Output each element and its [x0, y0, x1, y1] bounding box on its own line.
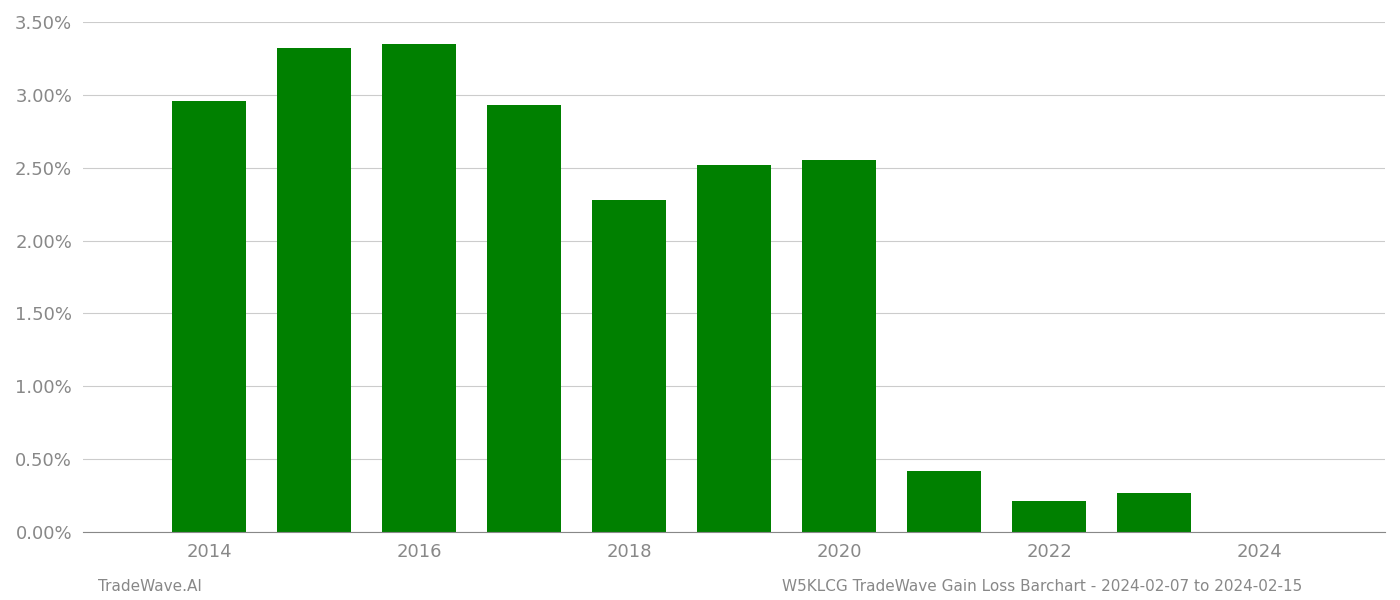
Bar	[907, 471, 981, 532]
Bar	[382, 44, 456, 532]
Bar	[697, 165, 771, 532]
Bar	[802, 160, 876, 532]
Text: W5KLCG TradeWave Gain Loss Barchart - 2024-02-07 to 2024-02-15: W5KLCG TradeWave Gain Loss Barchart - 20…	[781, 579, 1302, 594]
Bar	[487, 105, 561, 532]
Bar	[592, 200, 666, 532]
Bar	[1117, 493, 1191, 532]
Text: TradeWave.AI: TradeWave.AI	[98, 579, 202, 594]
Bar	[1012, 501, 1086, 532]
Bar	[172, 101, 246, 532]
Bar	[277, 48, 351, 532]
